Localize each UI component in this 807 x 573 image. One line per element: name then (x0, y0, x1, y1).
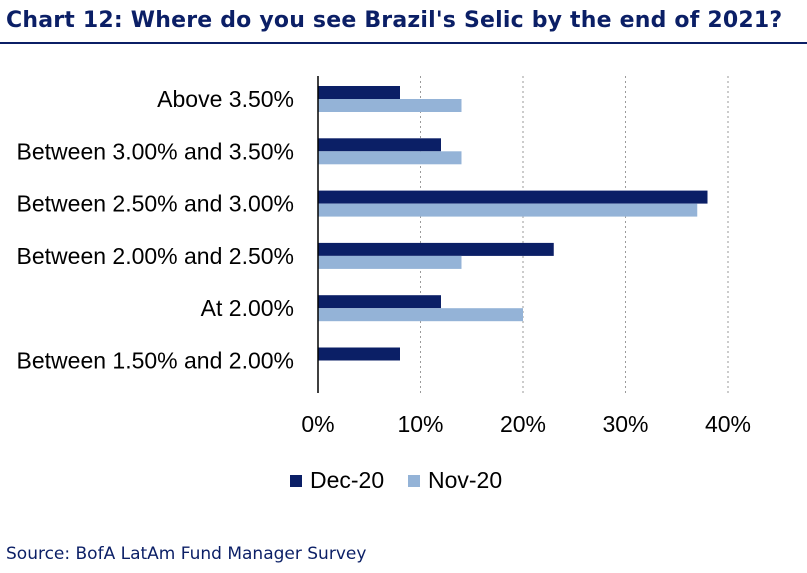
source-note: Source: BofA LatAm Fund Manager Survey (6, 544, 367, 564)
bar-dec-20 (318, 138, 441, 152)
bar-nov-20 (318, 99, 462, 112)
title-divider (0, 42, 807, 44)
legend-swatch (408, 475, 420, 487)
x-tick-label: 10% (397, 411, 443, 437)
gridlines (420, 76, 729, 393)
bar-dec-20 (318, 242, 554, 256)
bar-dec-20 (318, 295, 441, 309)
x-tick-label: 40% (705, 411, 751, 437)
bar-nov-20 (318, 203, 698, 217)
category-label: Between 1.50% and 2.00% (17, 348, 294, 374)
category-label: Between 2.50% and 3.00% (17, 191, 294, 217)
category-labels: Above 3.50% Between 3.00% and 3.50% Betwee… (17, 86, 294, 374)
bar-dec-20 (318, 86, 400, 99)
tick-labels: 0% 10% 20% 30% 40% (301, 411, 751, 437)
bar-dec-20 (318, 190, 708, 204)
legend-label: Nov-20 (428, 467, 502, 493)
legend-label: Dec-20 (310, 467, 384, 493)
chart-title: Chart 12: Where do you see Brazil's Seli… (6, 8, 783, 33)
bar-nov-20 (318, 151, 462, 165)
bar-chart: Above 3.50% Between 3.00% and 3.50% Betwee… (17, 76, 751, 493)
bar-nov-20 (318, 255, 462, 269)
category-label: At 2.00% (201, 295, 294, 321)
bar-nov-20 (318, 308, 523, 322)
category-label: Above 3.50% (157, 86, 294, 112)
x-tick-label: 30% (602, 411, 648, 437)
bar-dec-20 (318, 347, 400, 361)
legend-swatch (290, 475, 302, 487)
category-label: Between 3.00% and 3.50% (17, 138, 294, 164)
legend: Dec-20 Nov-20 (290, 467, 502, 493)
bars (318, 86, 708, 361)
x-tick-label: 20% (500, 411, 546, 437)
category-label: Between 2.00% and 2.50% (17, 243, 294, 269)
x-tick-label: 0% (301, 411, 334, 437)
